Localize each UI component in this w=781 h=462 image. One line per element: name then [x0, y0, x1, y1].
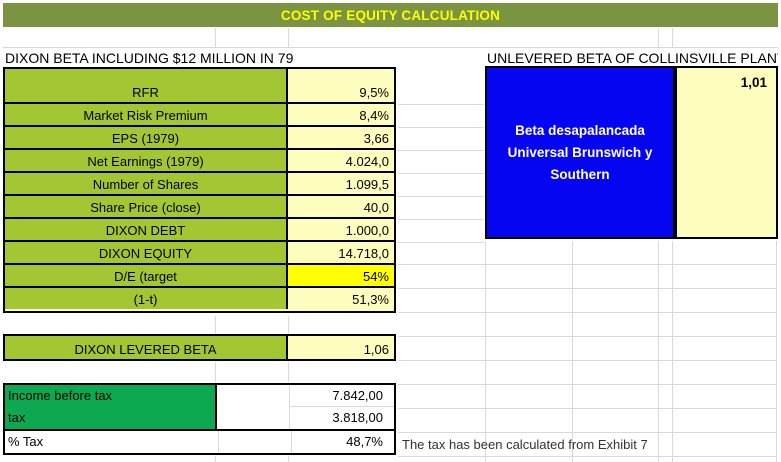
- unlevered-beta-value: 1,01: [740, 75, 767, 90]
- cell-label-market-risk-premium[interactable]: Market Risk Premium: [5, 104, 288, 125]
- cell-value-dixon-debt[interactable]: 1.000,0: [288, 219, 394, 240]
- income-before-tax-label[interactable]: Income before tax: [8, 388, 113, 403]
- table-row: D/E (target 54%: [5, 263, 394, 286]
- cell-value-net-earnings[interactable]: 4.024,0: [288, 150, 394, 171]
- beta-box-line-3: Southern: [550, 166, 610, 182]
- table-row: Market Risk Premium 8,4%: [5, 102, 394, 125]
- empty-cell[interactable]: [219, 431, 292, 453]
- cell-label-net-earnings[interactable]: Net Earnings (1979): [5, 150, 288, 171]
- cell-value-eps[interactable]: 3,66: [288, 127, 394, 148]
- beta-box-line-1: Beta desapalancada: [515, 122, 645, 138]
- tax-calculation-block: Income before tax tax 7.842,00 3.818,00 …: [3, 383, 396, 455]
- cell-value-one-minus-t[interactable]: 51,3%: [288, 288, 394, 309]
- income-before-tax-value[interactable]: 7.842,00: [290, 385, 394, 407]
- cell-value-number-of-shares[interactable]: 1.099,5: [288, 173, 394, 194]
- tax-value[interactable]: 3.818,00: [332, 410, 383, 425]
- cell-label-dixon-equity[interactable]: DIXON EQUITY: [5, 242, 288, 263]
- dixon-levered-beta-row: DIXON LEVERED BETA 1,06: [3, 334, 396, 361]
- unlevered-beta-description-box[interactable]: Beta desapalancada Universal Brunswich y…: [485, 66, 675, 239]
- tax-note[interactable]: The tax has been calculated from Exhibit…: [402, 437, 648, 452]
- cell-label-dixon-debt[interactable]: DIXON DEBT: [5, 219, 288, 240]
- cell-label-levered-beta[interactable]: DIXON LEVERED BETA: [5, 336, 288, 359]
- tax-labels-cell[interactable]: Income before tax tax: [5, 385, 217, 429]
- dixon-beta-table: RFR 9,5% Market Risk Premium 8,4% EPS (1…: [3, 67, 396, 313]
- cell-value-dixon-equity[interactable]: 14.718,0: [288, 242, 394, 263]
- table-row: DIXON EQUITY 14.718,0: [5, 240, 394, 263]
- right-section-header[interactable]: UNLEVERED BETA OF COLLINSVILLE PLANT: [487, 50, 778, 66]
- cell-label-eps[interactable]: EPS (1979): [5, 127, 288, 148]
- cell-label-number-of-shares[interactable]: Number of Shares: [5, 173, 288, 194]
- table-row: Share Price (close) 40,0: [5, 194, 394, 217]
- empty-cell[interactable]: [217, 385, 290, 429]
- page-title: COST OF EQUITY CALCULATION: [280, 7, 501, 23]
- cell-label-rfr[interactable]: RFR: [5, 69, 288, 102]
- pct-tax-label[interactable]: % Tax: [5, 431, 219, 453]
- left-section-header[interactable]: DIXON BETA INCLUDING $12 MILLION IN 79: [5, 50, 294, 66]
- cell-value-share-price[interactable]: 40,0: [288, 196, 394, 217]
- pct-tax-value[interactable]: 48,7%: [346, 434, 383, 449]
- title-banner[interactable]: COST OF EQUITY CALCULATION: [3, 3, 778, 27]
- table-row: EPS (1979) 3,66: [5, 125, 394, 148]
- cell-label-one-minus-t[interactable]: (1-t): [5, 288, 288, 309]
- unlevered-beta-value-box[interactable]: 1,01: [675, 66, 778, 239]
- cell-label-share-price[interactable]: Share Price (close): [5, 196, 288, 217]
- table-row: (1-t) 51,3%: [5, 286, 394, 309]
- cell-value-levered-beta[interactable]: 1,06: [288, 336, 394, 359]
- table-row: DIXON DEBT 1.000,0: [5, 217, 394, 240]
- table-row: Number of Shares 1.099,5: [5, 171, 394, 194]
- cell-value-rfr[interactable]: 9,5%: [288, 69, 394, 102]
- cell-label-de-target[interactable]: D/E (target: [5, 265, 288, 286]
- tax-label[interactable]: tax: [8, 410, 26, 425]
- cell-value-de-target-highlighted[interactable]: 54%: [288, 265, 394, 286]
- table-row: RFR 9,5%: [5, 69, 394, 102]
- cell-value-market-risk-premium[interactable]: 8,4%: [288, 104, 394, 125]
- beta-box-line-2: Universal Brunswich y: [507, 144, 653, 160]
- table-row: Net Earnings (1979) 4.024,0: [5, 148, 394, 171]
